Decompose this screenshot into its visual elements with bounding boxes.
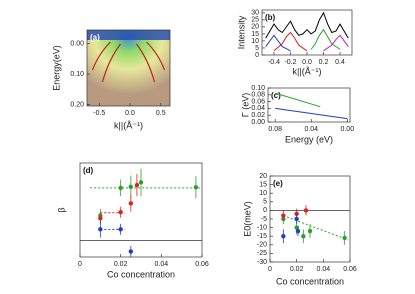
y-tick-label: 0 bbox=[263, 207, 267, 214]
x-tick-label: 0.04 bbox=[304, 126, 318, 133]
y-tick-label: 15 bbox=[259, 181, 267, 188]
x-axis-label: Energy (eV) bbox=[285, 134, 333, 144]
x-axis-label: Co concentration bbox=[107, 269, 175, 279]
x-tick-label: -0.2 bbox=[284, 59, 296, 66]
y-tick-label: -10 bbox=[257, 224, 267, 231]
y-tick-label: 0 bbox=[255, 52, 259, 59]
data-point bbox=[134, 182, 140, 188]
intensity-map bbox=[87, 30, 170, 106]
data-point bbox=[303, 208, 309, 213]
x-axis-label: k||(Å⁻¹) bbox=[114, 120, 143, 130]
y-tick-label: 0.08 bbox=[251, 92, 265, 99]
y-tick-label: 10 bbox=[251, 38, 259, 45]
data-point bbox=[342, 235, 347, 241]
y-tick-label: 25 bbox=[251, 17, 259, 24]
y-tick-label: 0.02 bbox=[251, 112, 265, 119]
x-tick-label: 0.04 bbox=[155, 261, 169, 268]
data-point bbox=[193, 185, 199, 190]
y-tick-label: 15 bbox=[251, 31, 259, 38]
data-point bbox=[128, 201, 134, 206]
y-tick-label: 0.06 bbox=[251, 98, 265, 105]
plot-frame bbox=[86, 29, 171, 107]
dispersion bbox=[146, 41, 166, 71]
dispersion bbox=[91, 41, 111, 71]
panel-label: (c) bbox=[271, 91, 281, 100]
series-line bbox=[265, 34, 291, 52]
y-tick-label: 20 bbox=[251, 24, 259, 31]
y-tick-label: 30 bbox=[251, 10, 259, 17]
x-tick-label: 0.04 bbox=[317, 266, 331, 273]
x-tick-label: -0.5 bbox=[93, 110, 105, 117]
x-tick-label: 0.06 bbox=[343, 266, 357, 273]
plot-frame bbox=[79, 162, 203, 258]
y-tick-label: -25 bbox=[257, 250, 267, 257]
y-tick-label: 0.04 bbox=[251, 105, 265, 112]
fit-line bbox=[283, 215, 348, 241]
data-point bbox=[118, 227, 123, 232]
x-tick-label: 0.06 bbox=[195, 261, 209, 268]
x-tick-label: 0.0 bbox=[125, 110, 135, 117]
y-tick-label: 20 bbox=[259, 173, 267, 180]
data-point bbox=[281, 213, 286, 218]
y-tick-label: -30 bbox=[257, 259, 267, 266]
series-line bbox=[275, 107, 348, 120]
data-point bbox=[98, 216, 103, 221]
x-tick-label: 0.08 bbox=[268, 126, 282, 133]
y-tick-label: -5 bbox=[261, 216, 267, 223]
data-point bbox=[128, 184, 134, 189]
x-tick-label: 0.0 bbox=[302, 59, 312, 66]
y-tick-label: 5 bbox=[255, 45, 259, 52]
data-point bbox=[98, 227, 103, 232]
x-axis-label: k||(Å⁻¹) bbox=[293, 66, 322, 76]
data-point bbox=[118, 185, 123, 191]
data-point bbox=[295, 228, 301, 234]
y-axis-label: Γ (eV) bbox=[240, 93, 250, 117]
x-tick-label: 0.4 bbox=[335, 59, 345, 66]
x-tick-label: 0.02 bbox=[290, 266, 304, 273]
x-tick-label: 0.02 bbox=[114, 261, 128, 268]
series-line bbox=[323, 34, 349, 52]
y-tick-label: -20 bbox=[257, 242, 267, 249]
x-axis-label: Co concentration bbox=[276, 276, 344, 286]
panel-label: (a) bbox=[90, 33, 100, 42]
dispersion bbox=[136, 43, 156, 83]
y-axis-label: E0(meV) bbox=[242, 201, 252, 237]
data-point bbox=[281, 234, 286, 239]
x-tick-label: 0.00 bbox=[340, 126, 354, 133]
series-line bbox=[265, 11, 349, 39]
plot-frame bbox=[267, 87, 351, 123]
dispersion bbox=[101, 43, 121, 83]
x-tick-label: -0.4 bbox=[268, 59, 280, 66]
y-tick-label: 0.00 bbox=[70, 41, 84, 48]
y-tick-label: 0.10 bbox=[70, 71, 84, 78]
y-tick-label: -15 bbox=[257, 233, 267, 240]
y-tick-label: 0.00 bbox=[251, 119, 265, 126]
data-point bbox=[118, 210, 123, 215]
x-tick-label: 0.5 bbox=[156, 110, 166, 117]
y-axis-label: Intensity bbox=[236, 15, 246, 49]
y-tick-label: 10 bbox=[259, 190, 267, 197]
series-line bbox=[310, 28, 341, 50]
data-point bbox=[128, 249, 134, 254]
panel-label: (d) bbox=[83, 166, 94, 175]
panel-label: (b) bbox=[265, 13, 276, 22]
y-axis-label: β bbox=[56, 207, 66, 212]
data-point bbox=[294, 216, 299, 222]
series-line bbox=[273, 31, 308, 52]
data-point bbox=[138, 180, 144, 185]
series-line bbox=[275, 92, 321, 108]
y-tick-label: 0.10 bbox=[251, 85, 265, 92]
x-tick-label: 0 bbox=[78, 261, 82, 268]
panel-label: (e) bbox=[273, 179, 283, 188]
y-tick-label: 5 bbox=[263, 199, 267, 206]
y-axis-label: Energy(eV) bbox=[51, 45, 61, 91]
x-tick-label: 0 bbox=[268, 266, 272, 273]
intensity-top bbox=[87, 30, 170, 40]
y-tick-label: 0.20 bbox=[70, 101, 84, 108]
x-tick-label: 0.2 bbox=[319, 59, 329, 66]
data-point bbox=[307, 228, 313, 234]
data-point bbox=[301, 234, 306, 239]
